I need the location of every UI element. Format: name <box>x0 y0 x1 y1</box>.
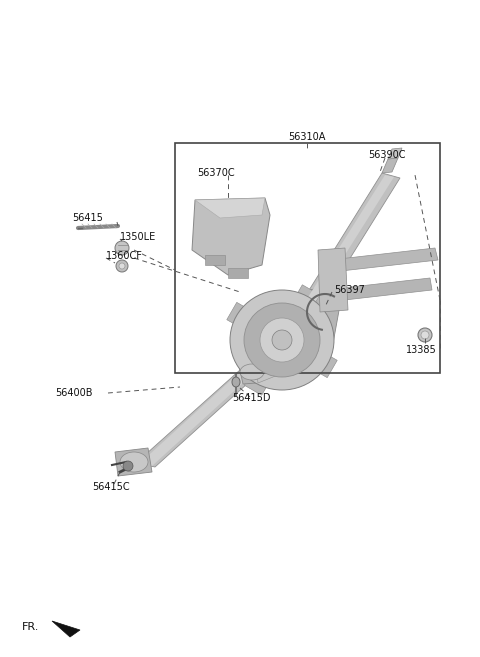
Ellipse shape <box>115 241 129 255</box>
Text: 1350LE: 1350LE <box>120 232 156 242</box>
Text: 1360CF: 1360CF <box>106 251 143 261</box>
Text: 56390C: 56390C <box>368 150 406 160</box>
Text: 56415: 56415 <box>72 213 103 223</box>
Text: 56310A: 56310A <box>288 132 326 142</box>
Polygon shape <box>325 278 432 302</box>
Polygon shape <box>278 173 400 345</box>
Polygon shape <box>292 284 320 313</box>
Ellipse shape <box>272 330 292 350</box>
Polygon shape <box>205 255 225 265</box>
Polygon shape <box>309 350 337 378</box>
Text: 56415C: 56415C <box>92 482 130 492</box>
Bar <box>175 143 440 373</box>
Ellipse shape <box>244 303 320 377</box>
Polygon shape <box>139 370 255 466</box>
Text: 56397: 56397 <box>334 285 365 295</box>
Ellipse shape <box>123 461 133 471</box>
Text: 56400B: 56400B <box>55 388 93 398</box>
Text: 13385: 13385 <box>406 345 436 355</box>
Ellipse shape <box>240 364 264 380</box>
Text: 56370C: 56370C <box>197 168 235 178</box>
Ellipse shape <box>116 260 128 272</box>
Polygon shape <box>281 175 394 342</box>
Ellipse shape <box>119 263 125 269</box>
Polygon shape <box>52 621 80 637</box>
Polygon shape <box>195 198 265 218</box>
Polygon shape <box>238 360 270 384</box>
Polygon shape <box>260 285 340 380</box>
Text: 56415D: 56415D <box>232 393 271 403</box>
Polygon shape <box>228 268 248 278</box>
Ellipse shape <box>260 318 304 362</box>
Ellipse shape <box>421 331 429 339</box>
Ellipse shape <box>418 328 432 342</box>
Polygon shape <box>227 302 255 330</box>
Polygon shape <box>382 158 398 173</box>
Ellipse shape <box>230 290 334 390</box>
Ellipse shape <box>120 452 148 472</box>
Polygon shape <box>258 350 305 385</box>
Polygon shape <box>330 248 438 272</box>
Polygon shape <box>318 248 348 312</box>
Polygon shape <box>136 370 258 467</box>
Polygon shape <box>244 367 272 396</box>
Text: FR.: FR. <box>22 622 39 632</box>
Ellipse shape <box>232 377 240 387</box>
Polygon shape <box>115 448 152 476</box>
Polygon shape <box>255 352 278 383</box>
Polygon shape <box>388 148 402 159</box>
Polygon shape <box>192 198 270 275</box>
